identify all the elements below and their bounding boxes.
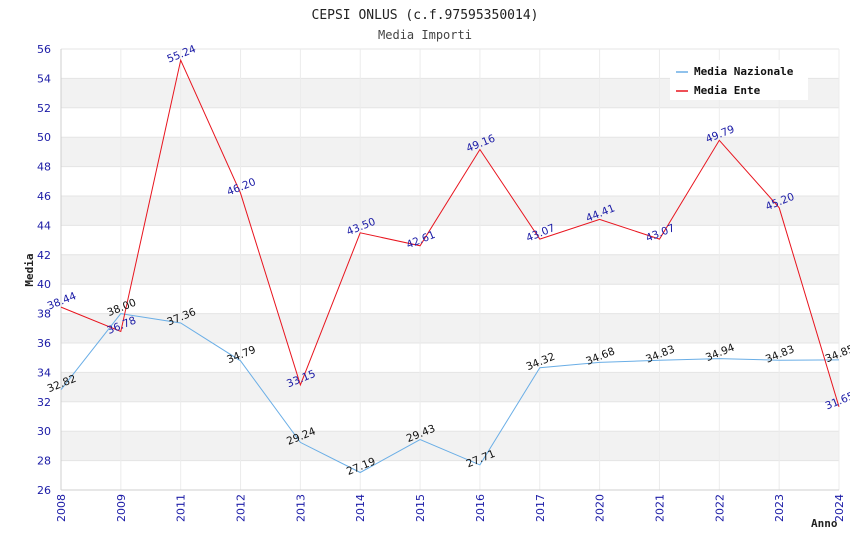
x-tick-label: 2020 bbox=[594, 494, 607, 522]
x-tick-label: 2011 bbox=[175, 494, 188, 522]
x-tick-label: 2015 bbox=[414, 494, 427, 522]
y-tick-label: 50 bbox=[37, 131, 51, 144]
y-tick-label: 28 bbox=[37, 455, 51, 468]
y-tick-label: 30 bbox=[37, 425, 51, 438]
grid-band bbox=[61, 196, 839, 226]
grid-band bbox=[61, 401, 839, 432]
x-tick-label: 2021 bbox=[653, 494, 666, 522]
y-tick-label: 36 bbox=[37, 337, 51, 350]
x-tick-label: 2023 bbox=[773, 494, 786, 522]
x-tick-label: 2022 bbox=[713, 494, 726, 522]
grid-band bbox=[61, 313, 839, 343]
grid-band bbox=[61, 225, 839, 255]
grid-band bbox=[61, 372, 839, 402]
x-tick-label: 2013 bbox=[294, 494, 307, 522]
y-tick-label: 54 bbox=[37, 72, 51, 85]
y-tick-label: 38 bbox=[37, 308, 51, 321]
grid-bands bbox=[60, 48, 840, 491]
legend-label-media-nazionale: Media Nazionale bbox=[694, 65, 794, 78]
y-tick-label: 52 bbox=[37, 102, 51, 115]
x-tick-label: 2008 bbox=[55, 494, 68, 522]
x-axis-label: Anno bbox=[811, 517, 838, 530]
x-axis: 2008 2009 2011 2012 2013 2014 2015 2016 2017 2020… bbox=[55, 494, 846, 522]
legend-label-media-ente: Media Ente bbox=[694, 84, 761, 97]
y-tick-label: 56 bbox=[37, 43, 51, 56]
grid-band bbox=[61, 460, 839, 490]
y-tick-label: 48 bbox=[37, 161, 51, 174]
x-tick-label: 2017 bbox=[534, 494, 547, 522]
grid-band bbox=[61, 431, 839, 461]
y-axis-label: Media bbox=[23, 253, 36, 286]
legend-box bbox=[670, 60, 808, 100]
chart-title: CEPSI ONLUS (c.f.97595350014) bbox=[312, 8, 539, 23]
series-line-media-nazionale bbox=[60, 313, 840, 474]
x-tick-label: 2024 bbox=[833, 494, 846, 522]
y-tick-label: 40 bbox=[37, 278, 51, 291]
y-tick-label: 46 bbox=[37, 190, 51, 203]
grid-band bbox=[61, 343, 839, 373]
x-tick-label: 2016 bbox=[474, 494, 487, 522]
series-lines bbox=[60, 58, 840, 474]
y-tick-label: 42 bbox=[37, 249, 51, 262]
grid-band bbox=[61, 166, 839, 196]
chart-subtitle: Media Importi bbox=[378, 28, 472, 42]
grid-band bbox=[61, 284, 839, 314]
y-tick-label: 34 bbox=[37, 366, 51, 379]
y-axis: 26 28 30 32 34 36 38 40 42 44 46 48 50 52 54 56 bbox=[37, 43, 51, 497]
x-tick-label: 2012 bbox=[235, 494, 248, 522]
y-tick-label: 32 bbox=[37, 396, 51, 409]
legend: Media Nazionale Media Ente bbox=[670, 60, 808, 100]
x-tick-label: 2009 bbox=[115, 494, 128, 522]
series-line-media-ente bbox=[60, 58, 840, 408]
grid-band bbox=[61, 107, 839, 138]
grid-band bbox=[61, 137, 839, 167]
grid-band bbox=[61, 254, 839, 285]
y-tick-label: 44 bbox=[37, 219, 51, 232]
y-tick-label: 26 bbox=[37, 484, 51, 497]
x-tick-label: 2014 bbox=[354, 494, 367, 522]
